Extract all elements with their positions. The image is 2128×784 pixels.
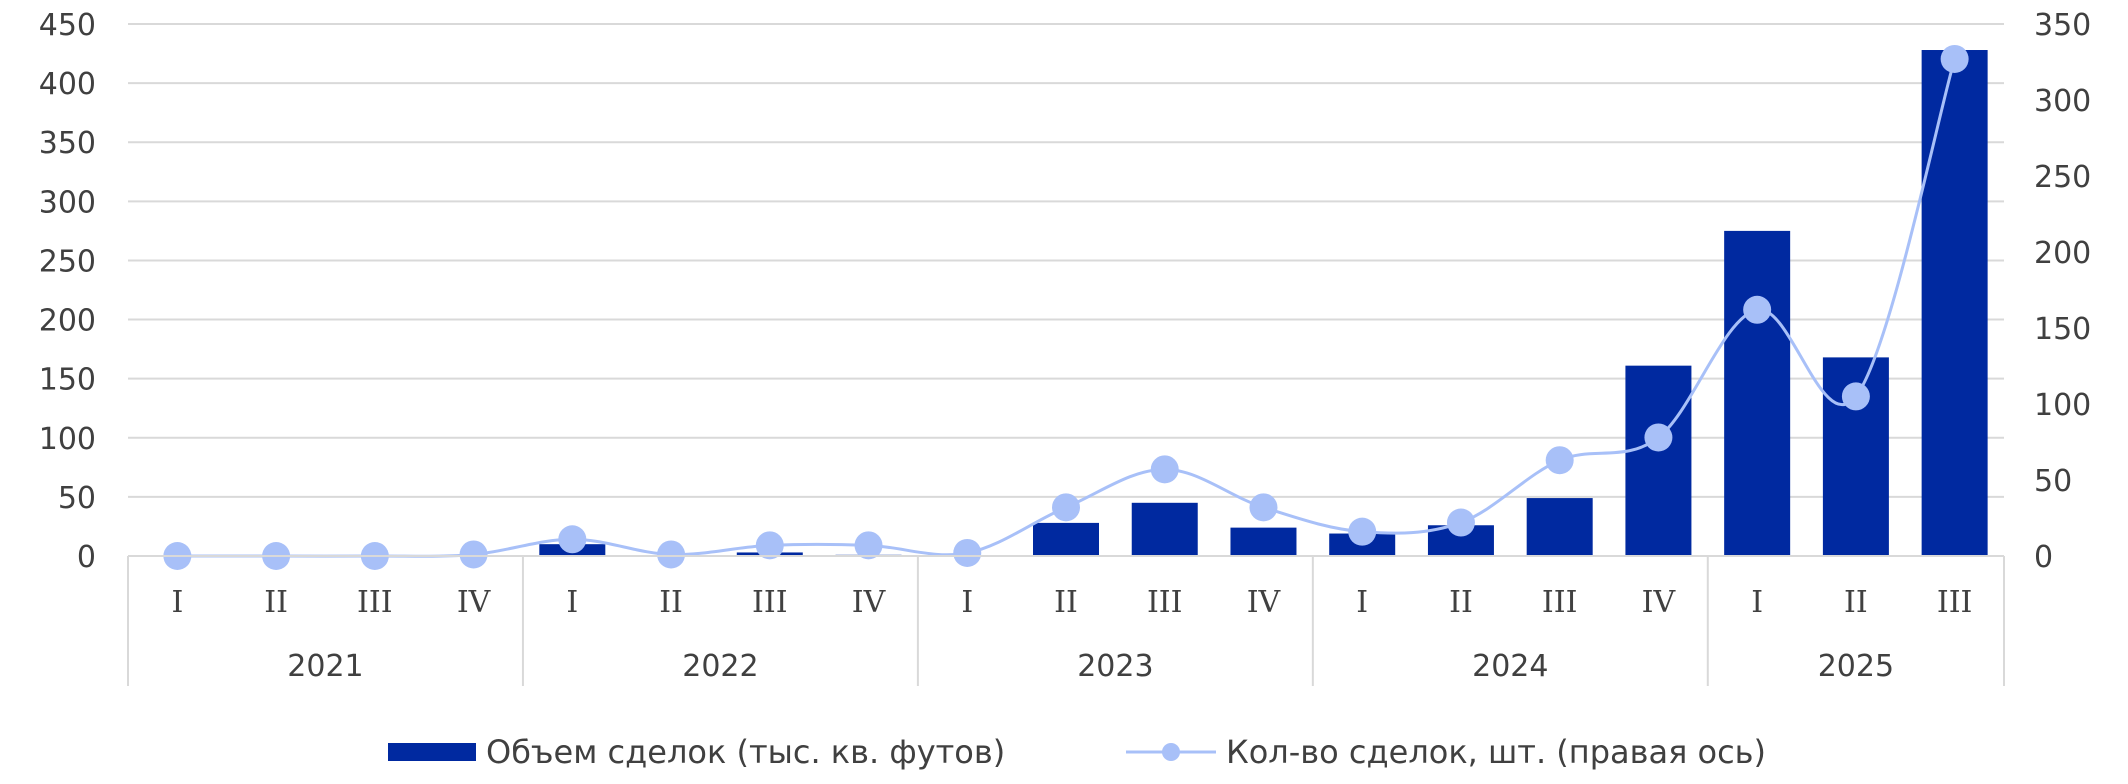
bar bbox=[1033, 522, 1099, 556]
legend: Объем сделок (тыс. кв. футов) Кол-во сде… bbox=[388, 733, 1766, 771]
bar bbox=[1526, 498, 1593, 556]
x-category-label: II bbox=[659, 585, 683, 620]
x-category-label: IV bbox=[457, 585, 492, 620]
legend-line-label: Кол-во сделок, шт. (правая ось) bbox=[1226, 733, 1766, 771]
x-group-label: 2025 bbox=[1818, 649, 1894, 684]
line-point bbox=[1150, 455, 1179, 484]
y-left-tick-label: 150 bbox=[39, 363, 96, 398]
line-point bbox=[1249, 493, 1278, 522]
y-left-tick-label: 400 bbox=[39, 67, 96, 102]
x-category-label: III bbox=[1542, 585, 1578, 620]
x-category-label: III bbox=[752, 585, 788, 620]
x-category-label: IV bbox=[1247, 585, 1282, 620]
line-point bbox=[953, 538, 982, 567]
bar-series bbox=[539, 50, 1988, 557]
y-left-tick-label: 450 bbox=[39, 8, 96, 43]
x-category-label: IV bbox=[852, 585, 887, 620]
x-category-label: I bbox=[1356, 585, 1368, 620]
x-category-label: III bbox=[1937, 585, 1973, 620]
y-left-tick-label: 100 bbox=[39, 422, 96, 457]
y-right-tick-label: 150 bbox=[2034, 312, 2091, 347]
axes: 0 50 100 150 200 250 300 350 400 450 0 50 100 150 200 2… bbox=[39, 8, 2091, 686]
x-category-label: I bbox=[171, 585, 183, 620]
bar bbox=[1921, 50, 1988, 557]
bar bbox=[1625, 365, 1692, 556]
line-point bbox=[1545, 446, 1574, 475]
x-category-label: III bbox=[357, 585, 393, 620]
y-right-tick-label: 200 bbox=[2034, 236, 2091, 271]
line-point bbox=[1348, 517, 1377, 546]
y-left-tick-label: 350 bbox=[39, 126, 96, 161]
x-category-label: IV bbox=[1642, 585, 1677, 620]
y-left-tick-label: 200 bbox=[39, 304, 96, 339]
x-category-label: II bbox=[264, 585, 288, 620]
line-point bbox=[1743, 295, 1772, 324]
line-point bbox=[1841, 382, 1870, 411]
y-left-tick-label: 300 bbox=[39, 185, 96, 220]
y-right-tick-label: 100 bbox=[2034, 388, 2091, 423]
line-series bbox=[163, 44, 1969, 570]
line-point bbox=[854, 531, 883, 560]
x-category-label: II bbox=[1054, 585, 1078, 620]
y-left-tick-label: 250 bbox=[39, 244, 96, 279]
line-point bbox=[1052, 493, 1080, 522]
bar bbox=[1131, 502, 1198, 556]
legend-bar-label: Объем сделок (тыс. кв. футов) bbox=[486, 733, 1005, 771]
x-group-label: 2024 bbox=[1472, 649, 1548, 684]
line-point bbox=[459, 540, 488, 569]
line-point bbox=[1644, 423, 1673, 452]
line-point bbox=[1940, 44, 1969, 73]
y-right-tick-label: 0 bbox=[2034, 540, 2053, 575]
x-category-label: I bbox=[961, 585, 973, 620]
y-right-tick-label: 300 bbox=[2034, 84, 2091, 119]
x-category-label: II bbox=[1844, 585, 1868, 620]
x-category-label: II bbox=[1449, 585, 1473, 620]
x-category-label: I bbox=[1751, 585, 1763, 620]
line-point bbox=[558, 525, 587, 554]
line-point bbox=[755, 531, 784, 560]
x-category-label: I bbox=[566, 585, 578, 620]
line-point bbox=[657, 540, 686, 569]
y-right-tick-label: 350 bbox=[2034, 8, 2091, 43]
x-group-label: 2021 bbox=[287, 649, 363, 684]
y-right-tick-label: 50 bbox=[2034, 464, 2072, 499]
x-group-label: 2023 bbox=[1077, 649, 1153, 684]
gridlines bbox=[128, 23, 2004, 498]
y-left-tick-label: 50 bbox=[58, 481, 96, 516]
line-point bbox=[1446, 508, 1475, 537]
x-category-label: III bbox=[1147, 585, 1183, 620]
bar bbox=[1724, 230, 1791, 556]
bar bbox=[1230, 527, 1297, 556]
legend-line-marker bbox=[1162, 743, 1180, 761]
legend-bar-swatch bbox=[388, 743, 476, 761]
y-left-tick-label: 0 bbox=[77, 540, 96, 575]
y-right-tick-label: 250 bbox=[2034, 160, 2091, 195]
x-group-label: 2022 bbox=[682, 649, 758, 684]
